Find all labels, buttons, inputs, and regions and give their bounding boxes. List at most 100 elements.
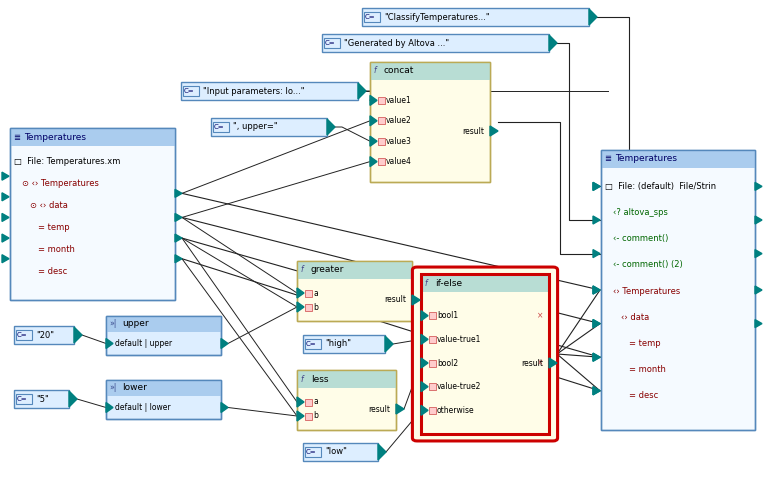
Text: f: f [424,279,426,287]
Bar [106,316,221,355]
Polygon shape [297,302,304,312]
Text: ‹? altova_sps: ‹? altova_sps [613,208,668,217]
Polygon shape [2,193,9,201]
Polygon shape [370,116,377,126]
Text: "low": "low" [325,448,347,457]
Bar [364,12,380,22]
Polygon shape [2,255,9,263]
Text: value-true2: value-true2 [437,382,481,391]
Polygon shape [593,182,600,190]
Polygon shape [593,353,600,361]
Text: C=: C= [306,341,316,347]
Polygon shape [755,249,762,258]
Text: ‹› data: ‹› data [621,313,649,322]
Polygon shape [327,119,335,135]
Text: b: b [313,412,318,421]
Polygon shape [74,327,82,343]
Polygon shape [593,353,600,361]
Bar [601,150,755,430]
Bar [181,82,358,100]
Text: C=: C= [325,40,335,46]
Text: "Generated by Altova ...": "Generated by Altova ..." [344,38,449,47]
Polygon shape [2,234,9,242]
Text: a: a [313,288,318,297]
Text: C=: C= [214,124,225,130]
Text: »|: »| [109,319,116,328]
Text: value-true1: value-true1 [437,335,481,344]
Text: f: f [300,375,303,384]
Bar [10,128,175,300]
Text: "ClassifyTemperatures...": "ClassifyTemperatures..." [384,12,490,22]
Bar [297,370,396,430]
Polygon shape [370,157,377,167]
Bar [601,150,755,168]
Text: = desc: = desc [38,267,67,276]
Bar [305,339,321,349]
Polygon shape [421,405,428,415]
Polygon shape [593,319,600,328]
Polygon shape [221,339,228,349]
Polygon shape [175,234,182,242]
Bar [370,62,490,80]
Bar [421,274,549,434]
Text: value2: value2 [386,116,412,125]
Polygon shape [378,444,386,460]
Bar [429,359,436,366]
Text: C=: C= [17,332,28,338]
Bar [297,261,412,279]
Polygon shape [370,136,377,146]
Text: a: a [313,397,318,407]
Polygon shape [593,319,600,328]
Text: □  File: (default)  File/Strin: □ File: (default) File/Strin [605,182,716,191]
Bar [305,413,312,420]
Bar [303,443,378,461]
Polygon shape [593,387,600,395]
Text: result: result [368,404,390,414]
Text: if-else: if-else [435,279,462,287]
Bar [106,316,221,355]
Polygon shape [421,382,428,391]
Bar [378,158,385,165]
Text: result: result [462,127,484,136]
Bar [14,326,74,344]
Bar [378,97,385,104]
Polygon shape [593,286,600,294]
Polygon shape [755,319,762,328]
Polygon shape [755,182,762,190]
Text: C=: C= [365,14,376,20]
Polygon shape [421,358,428,368]
Text: ‹- comment() (2): ‹- comment() (2) [613,260,683,270]
Text: C=: C= [17,396,28,402]
Bar [106,316,221,332]
Text: greater: greater [311,266,345,275]
Text: default | upper: default | upper [115,339,172,348]
Polygon shape [385,336,393,352]
Polygon shape [106,402,113,413]
Text: ×: × [537,358,543,367]
Polygon shape [106,339,113,349]
Text: result: result [521,358,543,367]
Polygon shape [412,295,420,305]
Text: »|: »| [109,384,116,392]
Polygon shape [175,255,182,263]
Polygon shape [421,334,428,344]
Bar [297,261,412,321]
Bar [303,335,385,353]
Polygon shape [589,9,597,25]
Polygon shape [593,182,600,190]
Bar [305,447,321,457]
Bar [421,274,549,292]
FancyBboxPatch shape [413,267,558,441]
Polygon shape [421,311,428,320]
Bar [601,150,755,430]
Text: "high": "high" [325,340,351,349]
Text: bool2: bool2 [437,358,458,367]
Polygon shape [370,96,377,106]
Text: ‹- comment(): ‹- comment() [613,234,668,243]
Text: ≣: ≣ [13,133,20,141]
Text: "20": "20" [36,330,54,340]
Bar [106,380,221,419]
Text: = month: = month [629,365,666,374]
Text: Temperatures: Temperatures [24,133,86,141]
Text: C=: C= [184,88,195,94]
